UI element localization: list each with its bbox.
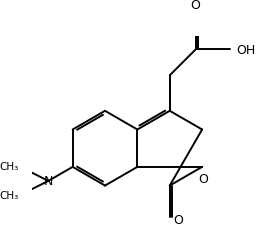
Text: O: O xyxy=(190,0,200,12)
Text: CH₃: CH₃ xyxy=(0,191,18,201)
Text: O: O xyxy=(174,213,183,226)
Text: O: O xyxy=(198,173,208,185)
Text: N: N xyxy=(44,175,53,188)
Text: CH₃: CH₃ xyxy=(0,162,18,172)
Text: OH: OH xyxy=(237,43,256,56)
